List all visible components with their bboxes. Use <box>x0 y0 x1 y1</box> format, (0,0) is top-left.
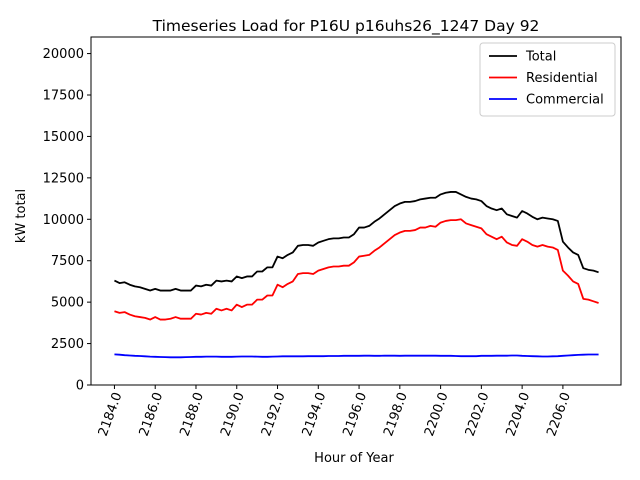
y-tick-label: 5000 <box>51 296 84 311</box>
x-tick-label: 2184.0 <box>96 390 126 438</box>
x-tick-label: 2200.0 <box>422 390 452 438</box>
x-tick-label: 2194.0 <box>300 390 330 438</box>
x-tick-label: 2188.0 <box>177 390 207 438</box>
x-tick-label: 2202.0 <box>463 390 493 438</box>
y-tick-label: 0 <box>76 379 84 394</box>
y-tick-label: 17500 <box>43 89 84 104</box>
y-axis: 0 2500 5000 7500 10000 12500 15000 17500 20000 <box>43 47 91 394</box>
x-tick-label: 2196.0 <box>340 390 370 438</box>
plot-area <box>90 36 622 386</box>
x-tick-label: 2192.0 <box>259 390 289 438</box>
chart-title: Timeseries Load for P16U p16uhs26_1247 D… <box>152 17 540 36</box>
legend-label-commercial: Commercial <box>526 93 604 108</box>
legend-label-residential: Residential <box>526 71 598 86</box>
x-tick-label: 2204.0 <box>504 390 534 438</box>
y-axis-label: kW total <box>14 189 29 243</box>
x-axis: 2184.0 2186.0 2188.0 2190.0 2192.0 2194.0 2196… <box>96 385 574 438</box>
y-tick-label: 2500 <box>51 337 84 352</box>
series-line-commercial <box>114 353 599 359</box>
x-tick-label: 2206.0 <box>544 390 574 438</box>
legend-box <box>479 42 616 117</box>
y-tick-label: 15000 <box>43 130 84 145</box>
legend-label-total: Total <box>525 50 556 65</box>
x-tick-label: 2190.0 <box>218 390 248 438</box>
x-tick-label: 2186.0 <box>137 390 167 438</box>
x-tick-label: 2198.0 <box>381 390 411 438</box>
legend: Total Residential Commercial <box>479 42 616 117</box>
y-tick-label: 12500 <box>43 171 84 186</box>
series-line-residential <box>114 218 599 321</box>
y-tick-label: 10000 <box>43 213 84 228</box>
series-line-total <box>114 191 599 292</box>
plot-frame <box>90 36 622 386</box>
y-tick-label: 7500 <box>51 254 84 269</box>
y-tick-label: 20000 <box>43 47 84 62</box>
x-axis-label: Hour of Year <box>314 451 394 466</box>
